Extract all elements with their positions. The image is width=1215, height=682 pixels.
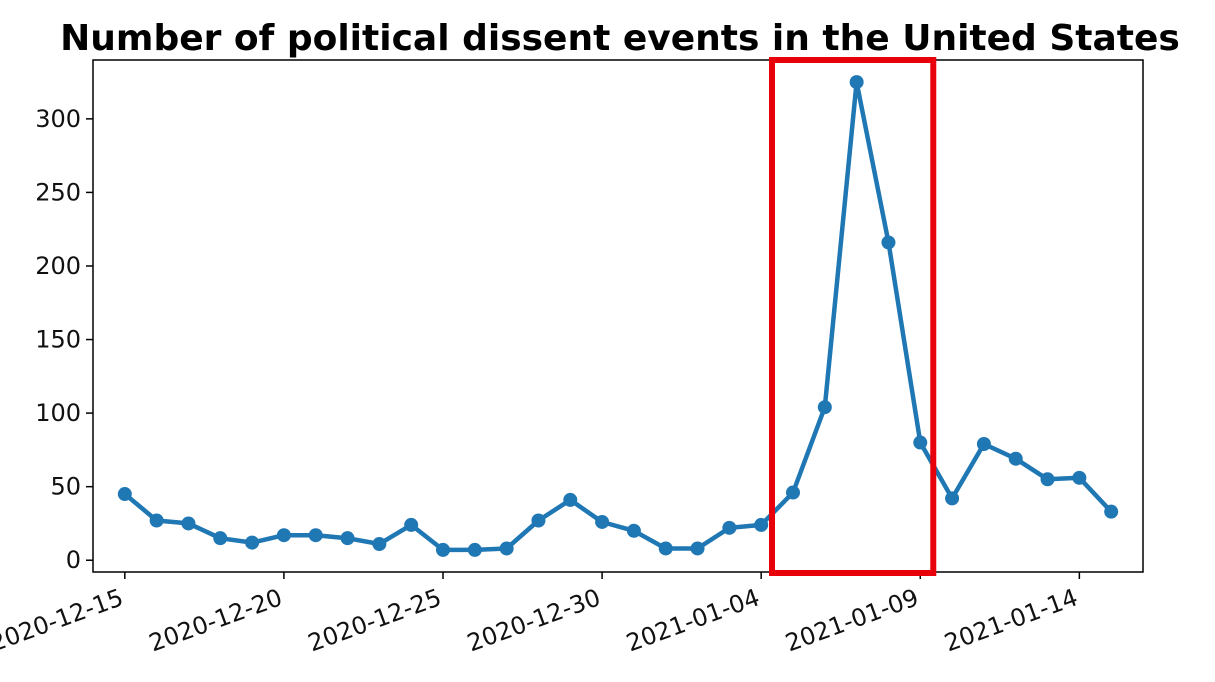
data-point — [786, 485, 800, 500]
data-point — [308, 528, 323, 543]
data-point — [340, 531, 355, 546]
data-point — [372, 537, 387, 552]
x-tick-label: 2021-01-04 — [623, 583, 764, 657]
data-point — [436, 542, 450, 557]
highlight-layer — [769, 57, 937, 576]
data-point — [1008, 451, 1023, 466]
data-point — [881, 235, 896, 250]
x-tick-label: 2021-01-14 — [941, 583, 1082, 657]
y-tick-label: 250 — [35, 178, 81, 206]
data-point — [213, 531, 228, 546]
data-point — [149, 513, 164, 528]
y-tick-label: 50 — [50, 473, 81, 501]
data-point — [817, 400, 832, 415]
y-tick-label: 150 — [35, 326, 81, 354]
data-point — [563, 492, 578, 507]
x-tick-label: 2020-12-20 — [145, 583, 286, 657]
data-point — [117, 487, 132, 502]
data-point — [658, 541, 673, 556]
y-tick-label: 200 — [35, 252, 81, 280]
x-tick-label: 2020-12-30 — [463, 583, 604, 657]
highlight-box — [769, 57, 937, 576]
y-tick-label: 0 — [66, 546, 81, 574]
data-point — [976, 437, 991, 451]
data-point — [1040, 472, 1055, 487]
data-point — [404, 517, 419, 532]
data-point — [531, 513, 546, 528]
x-tick-label: 2020-12-15 — [0, 583, 127, 657]
x-tick-label: 2021-01-09 — [782, 583, 923, 657]
data-point — [913, 435, 928, 450]
data-point — [1072, 470, 1087, 485]
data-point — [181, 516, 196, 531]
y-tick-label: 100 — [35, 399, 81, 427]
series-layer — [117, 75, 1119, 557]
data-point — [595, 514, 610, 529]
data-point — [722, 520, 737, 535]
data-point — [690, 541, 705, 556]
data-point — [245, 535, 260, 550]
data-point — [626, 523, 641, 538]
y-tick-label: 300 — [35, 105, 81, 133]
plot-area-frame — [92, 59, 1144, 573]
data-point — [499, 541, 514, 556]
series-line — [122, 79, 1114, 553]
chart-title: Number of political dissent events in th… — [60, 18, 1180, 59]
data-point — [945, 491, 960, 506]
data-point — [754, 517, 769, 532]
data-point — [276, 528, 291, 543]
data-point — [849, 75, 864, 90]
data-point — [467, 542, 482, 557]
data-point — [1104, 504, 1119, 519]
x-tick-label: 2020-12-25 — [304, 583, 445, 657]
